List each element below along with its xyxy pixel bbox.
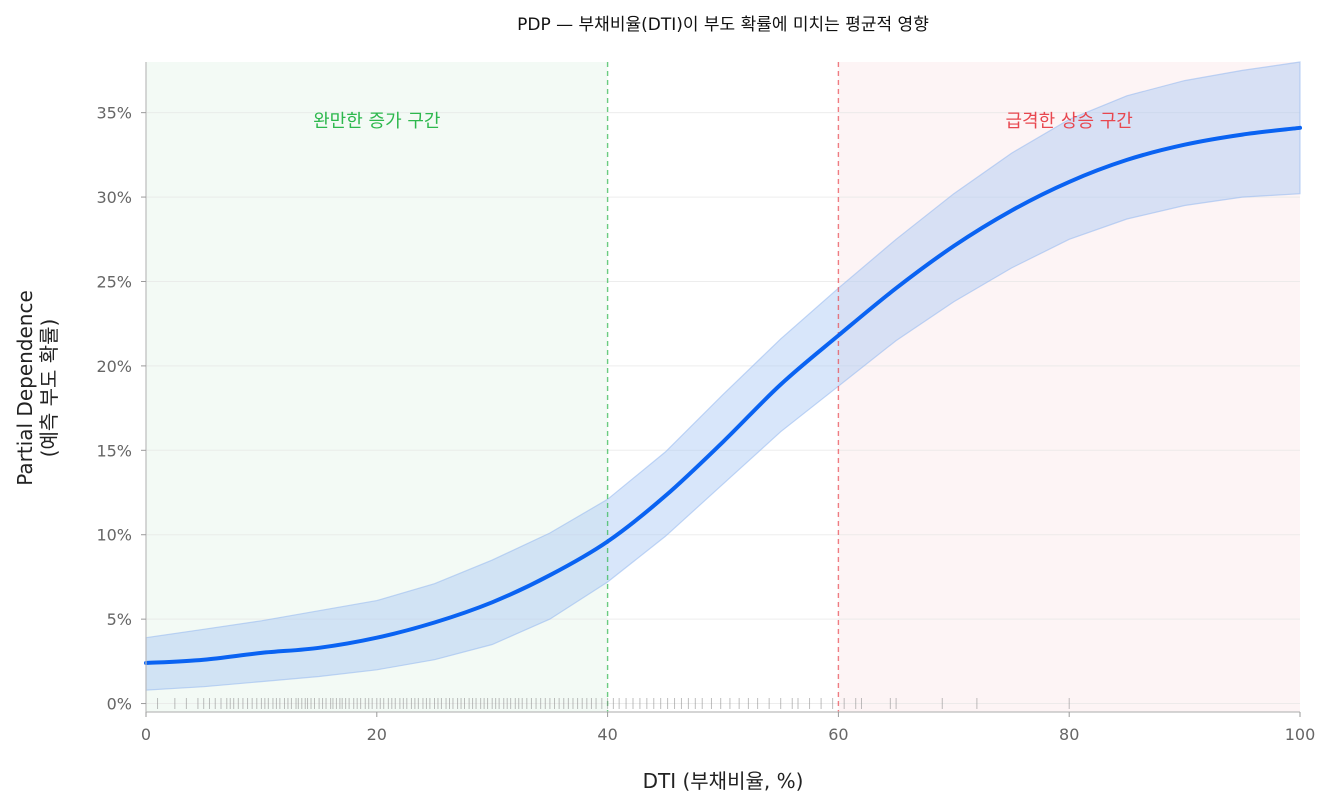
rug-plot [157, 698, 1070, 709]
y-tick-label: 5% [107, 610, 132, 629]
y-tick-label: 20% [96, 357, 132, 376]
y-tick-label: 10% [96, 526, 132, 545]
pdp-line-group [144, 125, 1302, 666]
x-tick-label: 80 [1059, 725, 1079, 744]
x-tick-label: 20 [367, 725, 387, 744]
region-label-0: 완만한 증가 구간 [313, 111, 440, 132]
y-tick-label: 25% [96, 272, 132, 291]
confidence-band [145, 61, 1301, 691]
confidence-band-area [145, 61, 1301, 691]
x-tick-label: 60 [828, 725, 848, 744]
y-axis-label-line1: Partial Dependence [13, 290, 37, 486]
x-tick-label: 0 [141, 725, 151, 744]
grid-lines [146, 112, 1300, 705]
x-tick-label: 40 [597, 725, 617, 744]
y-axis-label-line2: (예측 부도 확률) [37, 319, 61, 458]
tick-labels: 0 20 40 60 80 100 0% 5% 10% 15% 20% 25% 30% 35% [96, 104, 1315, 744]
region-boundaries [606, 62, 840, 712]
highlight-regions [146, 62, 1300, 712]
region-1 [838, 62, 1300, 712]
y-tick-label: 15% [96, 441, 132, 460]
region-0 [146, 62, 608, 712]
y-tick-label: 35% [96, 104, 132, 123]
axes [145, 62, 1300, 713]
region-labels: 완만한 증가 구간 급격한 상승 구간 [313, 111, 1133, 132]
x-axis-label: DTI (부채비율, %) [643, 769, 804, 793]
region-label-1: 급격한 상승 구간 [1006, 111, 1133, 132]
pdp-line [144, 125, 1302, 666]
x-tick-label: 100 [1285, 725, 1316, 744]
chart-title: PDP — 부채비율(DTI)이 부도 확률에 미치는 평균적 영향 [517, 15, 929, 35]
y-tick-label: 0% [107, 695, 132, 714]
y-tick-label: 30% [96, 188, 132, 207]
